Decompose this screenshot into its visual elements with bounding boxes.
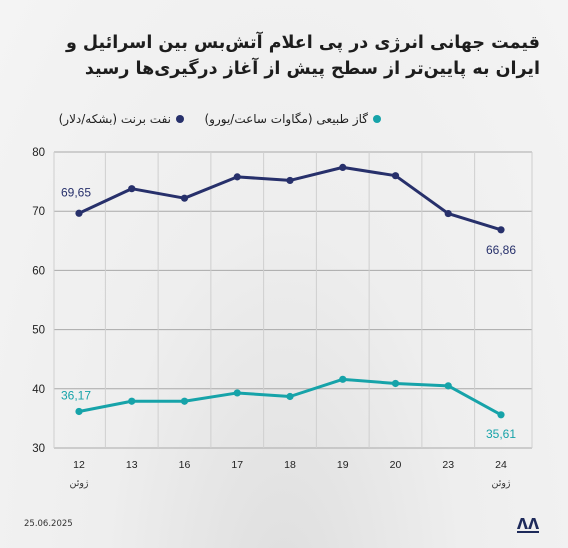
data-point	[444, 209, 452, 218]
y-tick-label: 50	[32, 325, 45, 337]
data-point	[128, 185, 136, 193]
data-point	[180, 194, 189, 202]
data-point	[339, 375, 347, 383]
y-tick-label: 40	[32, 384, 45, 396]
data-label: 36,17	[61, 388, 91, 402]
svg-text:ʌʌ: ʌʌ	[517, 512, 540, 534]
data-point	[444, 382, 452, 390]
data-point	[339, 163, 347, 171]
x-tick-label: 17	[231, 459, 243, 471]
x-tick-label: 20	[390, 459, 402, 471]
data-point	[497, 411, 505, 419]
x-tick-label: 13	[126, 459, 138, 471]
data-point	[75, 407, 83, 416]
legend-marker-brent	[176, 115, 184, 123]
data-label: 66,86	[486, 243, 516, 257]
x-tick-label: 19	[337, 459, 349, 471]
series-line-brent	[77, 165, 503, 232]
data-point	[391, 172, 400, 180]
x-tick-label: 24	[495, 459, 507, 471]
x-month-label: ژوئن	[69, 478, 88, 489]
data-point	[286, 392, 294, 401]
y-tick-label: 30	[32, 443, 45, 455]
legend-marker-gas	[373, 115, 381, 123]
legend: نفت برنت (بشکه/دلار) گاز طبیعی (مگاوات س…	[0, 112, 568, 132]
publish-date: 25.06.2025	[24, 519, 73, 529]
data-point	[497, 226, 505, 234]
data-point	[233, 389, 241, 397]
x-tick-label: 12	[73, 459, 85, 471]
legend-label-gas: گاز طبیعی (مگاوات ساعت/یورو)	[204, 112, 368, 126]
data-point	[286, 176, 294, 185]
data-point	[180, 397, 189, 405]
x-month-label: ژوئن	[491, 478, 510, 489]
data-point	[75, 209, 83, 217]
data-label: 69,65	[61, 185, 91, 199]
y-tick-label: 70	[32, 206, 45, 218]
data-point	[128, 397, 136, 405]
y-tick-label: 80	[32, 147, 45, 159]
data-label: 35,61	[486, 427, 516, 441]
x-tick-label: 16	[179, 459, 191, 471]
y-tick-label: 60	[32, 265, 45, 277]
legend-label-brent: نفت برنت (بشکه/دلار)	[58, 112, 171, 126]
x-tick-label: 18	[284, 459, 296, 471]
legend-item-gas: گاز طبیعی (مگاوات ساعت/یورو)	[204, 112, 381, 126]
data-point	[233, 173, 241, 181]
x-tick-label: 23	[442, 459, 454, 471]
data-point	[391, 379, 400, 388]
chart-title: قیمت جهانی انرژی در پی اعلام آتش‌بس بین …	[65, 33, 540, 79]
aa-logo: ʌʌ	[517, 512, 540, 534]
legend-item-brent: نفت برنت (بشکه/دلار)	[59, 112, 184, 126]
